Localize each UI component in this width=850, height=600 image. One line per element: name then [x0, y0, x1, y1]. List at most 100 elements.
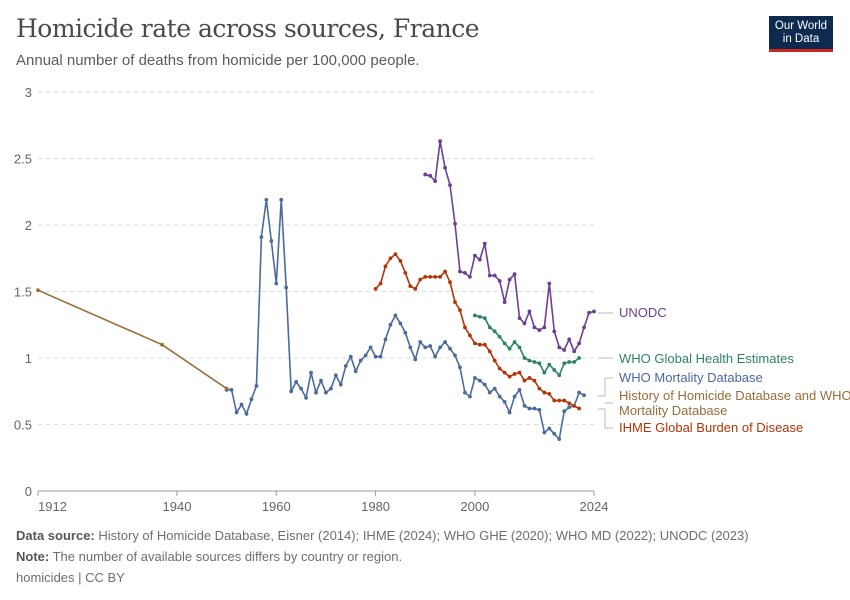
data-point	[264, 197, 269, 202]
data-point	[463, 390, 467, 395]
data-point	[463, 325, 467, 330]
data-point	[482, 342, 487, 347]
data-point	[368, 345, 373, 350]
data-point	[408, 345, 413, 350]
x-tick-label: 1980	[361, 499, 390, 514]
data-point	[343, 364, 348, 368]
data-point	[398, 259, 403, 263]
data-point	[433, 179, 438, 184]
data-point	[547, 392, 552, 396]
data-point	[482, 382, 487, 387]
data-point	[378, 281, 383, 286]
data-point	[428, 344, 433, 348]
data-point	[517, 370, 522, 375]
data-point	[472, 253, 477, 258]
data-point	[512, 372, 517, 376]
data-point	[448, 346, 452, 351]
data-point	[487, 273, 492, 278]
data-point	[458, 308, 462, 313]
data-point	[418, 340, 423, 344]
data-point	[552, 368, 557, 372]
data-point	[289, 389, 294, 394]
series-label: Mortality Database	[619, 403, 727, 418]
data-point	[458, 365, 462, 370]
y-tick-label: 2.5	[14, 152, 32, 167]
data-point	[497, 278, 502, 283]
data-point	[507, 410, 512, 415]
label-connector	[598, 408, 613, 429]
data-point	[537, 407, 542, 412]
data-point	[547, 362, 552, 367]
x-tick-label: 2000	[460, 499, 489, 514]
series-label: WHO Global Health Estimates	[619, 351, 794, 366]
data-point	[433, 354, 438, 359]
data-point	[527, 309, 532, 314]
data-point	[512, 272, 517, 277]
x-tick-label: 1912	[38, 499, 67, 514]
y-tick-label: 0.5	[14, 418, 32, 433]
data-point	[413, 357, 418, 362]
data-point	[532, 360, 537, 364]
data-point	[309, 370, 313, 375]
series-line	[37, 289, 228, 390]
data-point	[353, 369, 358, 374]
data-point	[502, 370, 507, 375]
series-label: History of Homicide Database and WHO	[619, 388, 850, 403]
data-point	[552, 431, 557, 436]
series-label: UNODC	[619, 305, 667, 320]
data-point	[448, 280, 452, 285]
data-point	[542, 370, 547, 375]
data-point	[542, 325, 547, 330]
data-point	[393, 252, 398, 257]
data-point	[512, 340, 517, 344]
data-point	[532, 378, 537, 383]
data-point	[299, 386, 304, 391]
line-chart: 0 0.5 1 1.5 2 2.5 3 1912 1940 1960 1980 2000 2024 UNO…	[14, 85, 850, 514]
data-point	[348, 354, 353, 359]
data-point	[487, 390, 492, 395]
data-point	[403, 270, 408, 275]
data-point	[463, 270, 467, 275]
license: homicides | CC BY	[16, 570, 125, 585]
data-point	[527, 358, 532, 363]
data-point	[239, 402, 244, 407]
data-point	[557, 373, 562, 378]
data-point	[572, 360, 577, 364]
note: Note: The number of available sources di…	[16, 549, 403, 564]
data-point	[383, 264, 388, 269]
data-point	[467, 333, 472, 338]
data-point	[448, 183, 452, 188]
chart-subtitle: Annual number of deaths from homicide pe…	[16, 52, 420, 69]
data-point	[522, 403, 527, 408]
data-point	[492, 358, 497, 363]
data-point	[438, 345, 443, 350]
data-point	[408, 284, 413, 289]
data-point	[328, 386, 333, 391]
data-point	[274, 281, 279, 286]
data-point	[497, 334, 502, 339]
data-point	[234, 410, 239, 415]
x-tick-label: 1940	[163, 499, 192, 514]
data-source: Data source: History of Homicide Databas…	[16, 528, 749, 543]
data-point	[423, 172, 428, 177]
data-point	[224, 386, 229, 391]
data-point	[502, 399, 507, 404]
data-point	[438, 274, 443, 279]
data-point	[527, 376, 532, 380]
data-point	[294, 380, 299, 384]
data-point	[512, 394, 517, 399]
data-point	[507, 277, 512, 282]
data-point	[269, 239, 274, 243]
series-label: WHO Mortality Database	[619, 370, 763, 385]
data-point	[547, 281, 552, 286]
data-point	[557, 345, 562, 350]
data-point	[363, 353, 368, 358]
owid-logo[interactable]: Our World in Data	[769, 16, 833, 52]
data-point	[577, 341, 582, 346]
data-point	[36, 288, 40, 293]
data-point	[557, 437, 562, 442]
data-point	[577, 390, 582, 395]
data-point	[453, 221, 457, 226]
data-point	[398, 321, 403, 326]
data-point	[547, 426, 552, 431]
